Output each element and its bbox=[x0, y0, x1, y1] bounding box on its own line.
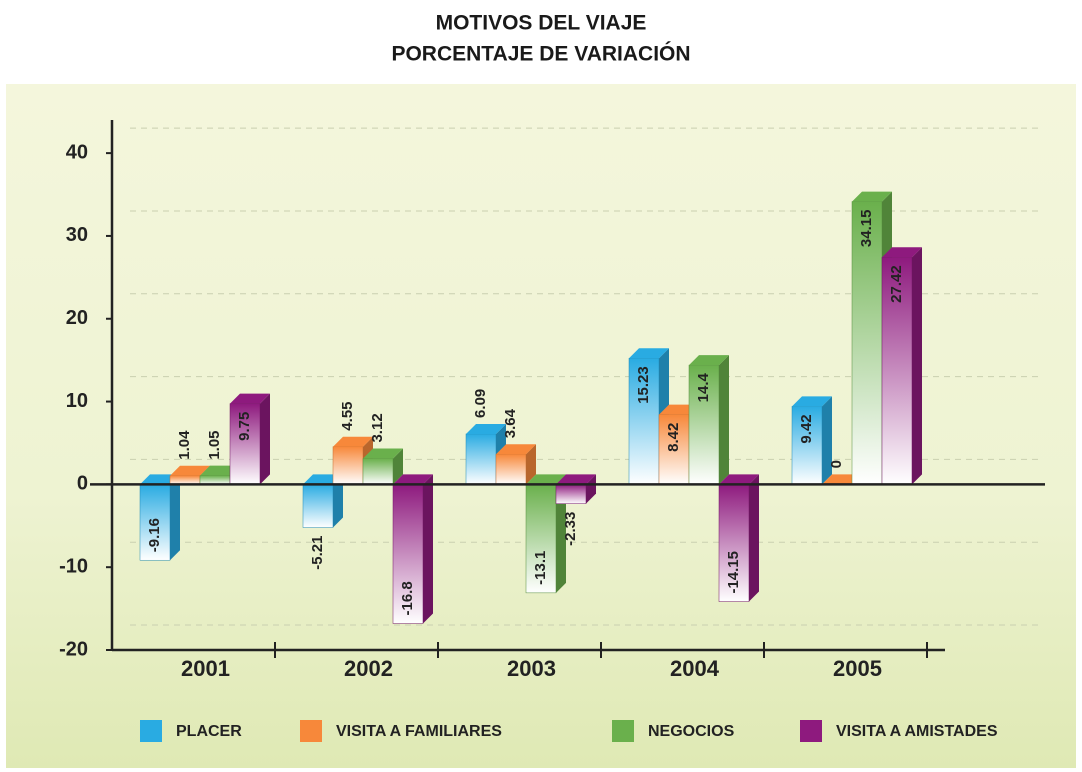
bar bbox=[628, 358, 660, 485]
bar-top bbox=[230, 393, 270, 404]
bar bbox=[495, 453, 527, 485]
chart-subtitle: PORCENTAJE DE VARIACIÓN bbox=[391, 42, 690, 66]
bar-side bbox=[719, 355, 729, 485]
bar-side bbox=[526, 444, 536, 485]
value-label: -9.16 bbox=[146, 518, 163, 552]
bar bbox=[229, 403, 261, 485]
bar-side bbox=[393, 448, 403, 485]
bar-side bbox=[912, 247, 922, 485]
legend-label: NEGOCIOS bbox=[648, 723, 735, 740]
bar bbox=[199, 475, 231, 485]
legend-label: VISITA A AMISTADES bbox=[836, 723, 998, 740]
bar-top bbox=[333, 436, 373, 447]
bar bbox=[525, 484, 557, 594]
value-label: -13.1 bbox=[532, 551, 549, 585]
x-tick-label: 2001 bbox=[181, 656, 230, 681]
bar-top bbox=[466, 423, 506, 434]
bar-top bbox=[363, 448, 403, 459]
x-tick-label: 2002 bbox=[344, 656, 393, 681]
y-tick-label: -20 bbox=[59, 638, 88, 660]
legend-swatch bbox=[140, 720, 162, 742]
bar bbox=[658, 414, 690, 485]
value-label: 27.42 bbox=[888, 265, 905, 303]
value-label: 6.09 bbox=[472, 389, 489, 418]
value-label: 3.64 bbox=[502, 408, 519, 438]
bar bbox=[465, 433, 497, 485]
bar bbox=[555, 484, 587, 504]
bar-top bbox=[393, 474, 433, 485]
value-label: 3.12 bbox=[369, 413, 386, 442]
y-tick-label: 0 bbox=[77, 473, 88, 495]
y-tick-label: 40 bbox=[66, 141, 88, 163]
bar-top bbox=[689, 355, 729, 366]
bar-top bbox=[852, 191, 892, 202]
legend-swatch bbox=[300, 720, 322, 742]
value-label: -5.21 bbox=[309, 536, 326, 570]
value-label: 34.15 bbox=[858, 210, 875, 248]
bar-side bbox=[333, 474, 343, 528]
bar-side bbox=[749, 474, 759, 602]
bar-top bbox=[792, 396, 832, 407]
y-tick-label: -10 bbox=[59, 555, 88, 577]
bar bbox=[791, 406, 823, 485]
value-label: 0 bbox=[828, 460, 845, 468]
y-tick-label: 30 bbox=[66, 224, 88, 246]
bar-top bbox=[629, 348, 669, 359]
value-label: 4.55 bbox=[339, 401, 356, 430]
bar-side bbox=[260, 393, 270, 485]
value-label: 1.05 bbox=[206, 430, 223, 459]
x-tick-label: 2005 bbox=[833, 656, 882, 681]
y-tick-label: 20 bbox=[66, 307, 88, 329]
bar-side bbox=[170, 474, 180, 561]
value-label: 9.42 bbox=[798, 414, 815, 443]
value-label: 8.42 bbox=[665, 423, 682, 452]
legend-label: VISITA A FAMILIARES bbox=[336, 723, 502, 740]
bar bbox=[362, 458, 394, 485]
bar-top bbox=[496, 444, 536, 455]
value-label: 1.04 bbox=[176, 430, 193, 460]
legend-swatch bbox=[612, 720, 634, 742]
bar bbox=[881, 257, 913, 485]
value-label: -2.33 bbox=[562, 512, 579, 546]
bar bbox=[332, 446, 364, 485]
x-tick-label: 2003 bbox=[507, 656, 556, 681]
legend-swatch bbox=[800, 720, 822, 742]
bar-side bbox=[423, 474, 433, 624]
y-tick-label: 10 bbox=[66, 390, 88, 412]
bar bbox=[392, 484, 424, 624]
value-label: 9.75 bbox=[236, 412, 253, 441]
value-label: 14.4 bbox=[695, 372, 712, 402]
bar-top bbox=[719, 474, 759, 485]
bar-top bbox=[882, 247, 922, 258]
bar bbox=[302, 484, 334, 528]
bar-side bbox=[586, 474, 596, 504]
value-label: -14.15 bbox=[725, 551, 742, 594]
bar bbox=[718, 484, 750, 602]
value-label: 15.23 bbox=[635, 366, 652, 404]
chart-title: MOTIVOS DEL VIAJE bbox=[436, 12, 647, 35]
legend-label: PLACER bbox=[176, 723, 242, 740]
value-label: -16.8 bbox=[399, 581, 416, 615]
bar-top bbox=[556, 474, 596, 485]
bar-top bbox=[170, 465, 210, 476]
x-tick-label: 2004 bbox=[670, 656, 720, 681]
bar-top bbox=[526, 474, 566, 485]
bar bbox=[688, 364, 720, 485]
bar-side bbox=[556, 474, 566, 593]
bar bbox=[169, 475, 201, 485]
bar-side bbox=[822, 396, 832, 485]
